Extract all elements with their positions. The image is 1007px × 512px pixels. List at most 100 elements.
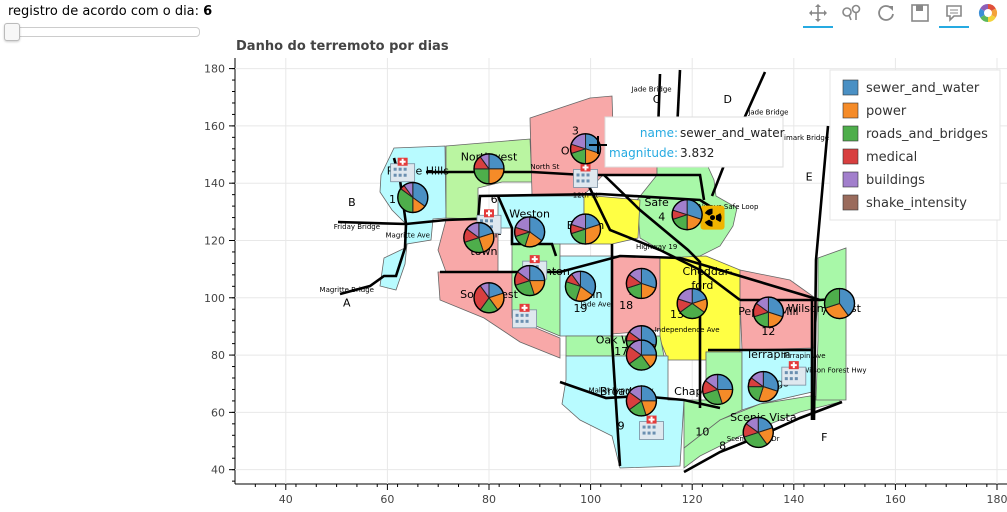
save-icon	[911, 4, 929, 22]
pie-glyph[interactable]	[473, 282, 505, 314]
pie-glyph[interactable]	[569, 133, 602, 165]
y-tick-label: 60	[211, 406, 225, 419]
pie-glyph[interactable]	[397, 181, 429, 214]
region-label: Terrapin	[745, 348, 790, 361]
bridge-letter: E	[806, 170, 813, 183]
x-tick-label: 60	[380, 493, 394, 506]
pie-outline	[701, 373, 734, 406]
region-broadview	[561, 355, 685, 469]
legend-swatch	[842, 148, 859, 165]
region-label: 18	[619, 299, 633, 312]
wheel-zoom-button[interactable]	[837, 0, 867, 26]
road-label: North St	[530, 163, 559, 171]
pie-outline	[747, 370, 780, 403]
road-label: Wilson Forest Hwy	[802, 366, 866, 374]
legend-label: shake_intensity	[866, 196, 967, 211]
x-tick-label: 80	[482, 493, 496, 506]
legend-swatch	[842, 79, 859, 96]
road-label: Mallet Expressway	[589, 386, 654, 394]
road-labels: Jade Bridge North St 12th St Friday Bridge M…	[320, 86, 867, 444]
day-slider[interactable]: registro de acordo com o dia: 6	[4, 4, 212, 41]
pie-glyph[interactable]	[564, 270, 597, 303]
legend-label: roads_and_bridges	[866, 127, 988, 142]
pie-glyph[interactable]	[625, 267, 658, 300]
save-button[interactable]	[905, 0, 935, 26]
pie-glyph[interactable]	[742, 416, 774, 449]
road-label: Friday Bridge	[334, 223, 380, 231]
road-label: Always Safe Loop	[697, 203, 759, 211]
y-tick-label: 40	[211, 464, 225, 477]
pie-glyph[interactable]	[625, 385, 658, 417]
x-tick-label: 140	[783, 493, 804, 506]
x-tick-label: 100	[580, 493, 601, 506]
pie-outline	[752, 296, 785, 328]
hospital-icon	[781, 361, 807, 386]
pie-glyph[interactable]	[513, 216, 546, 248]
hover-tool-button[interactable]	[939, 0, 969, 28]
pie-glyph[interactable]	[513, 264, 546, 297]
region-label: Broad	[600, 385, 632, 398]
pie-glyph[interactable]	[752, 296, 785, 328]
region-label: 6	[491, 193, 498, 206]
road-label: Jade Bridge	[747, 108, 788, 116]
pie-glyph[interactable]	[463, 221, 495, 254]
pie-glyph[interactable]	[676, 287, 708, 320]
legend-label: power	[866, 104, 907, 119]
legend-item[interactable]: shake_intensity	[842, 194, 967, 211]
pie-glyph[interactable]	[823, 287, 856, 320]
x-tick-label: 160	[885, 493, 906, 506]
reset-button[interactable]	[871, 0, 901, 26]
region-label: 4	[658, 210, 665, 223]
pie-glyph[interactable]	[701, 373, 734, 406]
slider-title: registro de acordo com o dia: 6	[8, 4, 212, 19]
pie-glyph[interactable]	[625, 339, 658, 371]
legend-item[interactable]: buildings	[842, 171, 925, 188]
pie-outline	[513, 264, 546, 297]
pie-glyph[interactable]	[747, 370, 780, 403]
bridge-letter: D	[724, 93, 732, 106]
bokeh-logo-button[interactable]	[973, 0, 1003, 26]
pan-tool-button[interactable]	[803, 0, 833, 28]
region-label: 19	[573, 302, 587, 315]
region-label: Safe	[644, 196, 669, 209]
legend-item[interactable]: power	[842, 102, 907, 119]
region-label: 7	[821, 305, 828, 318]
radiation-icon	[700, 205, 725, 230]
pie-outline	[671, 199, 703, 231]
legend-item[interactable]: medical	[842, 148, 917, 165]
legend-item[interactable]: sewer_and_water	[842, 79, 980, 96]
pie-glyph[interactable]	[569, 213, 602, 245]
tooltip-magnitude-label: magnitude:	[609, 146, 678, 160]
bridge-letter: A	[343, 296, 351, 309]
crosshair-cursor-icon	[589, 136, 607, 154]
x-tick-label: 120	[682, 493, 703, 506]
pie-outline	[564, 270, 597, 303]
region-wilson-forest	[815, 247, 847, 401]
legend-label: medical	[866, 150, 917, 165]
pie-glyphs[interactable]	[397, 133, 856, 449]
y-tick-label: 120	[204, 234, 225, 247]
legend-swatch	[842, 125, 859, 142]
tooltip-name-label: name:	[640, 126, 678, 140]
pie-outline	[625, 385, 658, 417]
bridge-letter: C	[653, 93, 661, 106]
y-tick-label: 180	[204, 63, 225, 76]
x-tick-label: 180	[987, 493, 1007, 506]
pie-outline	[463, 221, 495, 254]
pie-glyph[interactable]	[671, 199, 703, 231]
road-label: 12th St	[573, 192, 599, 200]
pie-glyph[interactable]	[473, 153, 505, 185]
pie-outline	[569, 213, 602, 245]
slider-value: 6	[203, 4, 213, 19]
region-label: Scenic Vista	[730, 411, 797, 424]
region-label: 12	[761, 325, 775, 338]
reset-icon	[878, 5, 894, 21]
region-label: 8	[719, 440, 726, 453]
chart-title: Danho do terremoto por dias	[236, 39, 449, 54]
pie-outline	[625, 339, 658, 371]
tooltip-name-value: sewer_and_water	[680, 126, 785, 140]
legend-item[interactable]: roads_and_bridges	[842, 125, 988, 142]
slider-handle[interactable]	[4, 23, 20, 41]
region-label: 17	[614, 345, 628, 358]
